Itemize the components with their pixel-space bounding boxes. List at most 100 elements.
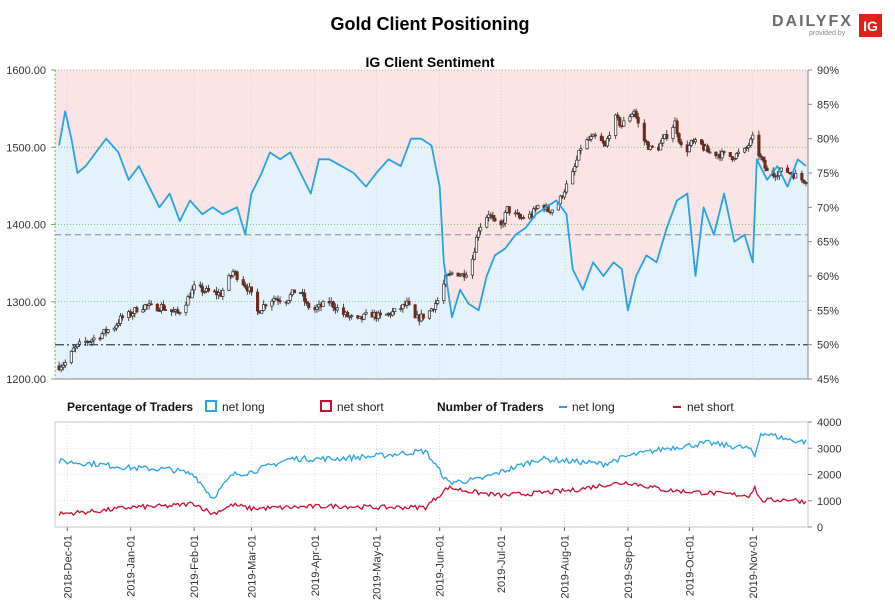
candle-body xyxy=(231,271,235,277)
candle-body xyxy=(235,271,239,280)
candle-body xyxy=(63,362,67,366)
percent-tick-label: 60% xyxy=(817,271,839,283)
month-tick-label: 2019-Aug-01 xyxy=(560,535,572,599)
candle-body xyxy=(571,171,575,185)
candle-body xyxy=(607,135,612,139)
candle-body xyxy=(243,284,247,288)
candle-body xyxy=(176,309,180,314)
candle-body xyxy=(192,284,196,291)
net-long-line xyxy=(58,110,807,319)
price-tick-label: 1400.00 xyxy=(6,220,46,232)
candle-body xyxy=(693,139,698,143)
candle-body xyxy=(241,279,245,286)
candle-body xyxy=(743,147,747,153)
sub-tick-label: 0 xyxy=(817,522,823,534)
candle-body xyxy=(100,333,104,339)
month-tick-label: 2019-Jan-01 xyxy=(126,535,138,597)
candle-body xyxy=(736,151,740,154)
candle-body xyxy=(116,323,120,326)
candle-body xyxy=(407,300,411,306)
candle-body xyxy=(579,148,583,151)
percent-tick-label: 65% xyxy=(817,237,839,249)
sub-tick-label: 3000 xyxy=(817,443,841,455)
candle-body xyxy=(118,315,123,324)
candle-body xyxy=(689,140,693,146)
candle-body xyxy=(636,116,640,124)
candle-body xyxy=(593,134,597,137)
candle-body xyxy=(622,120,626,127)
candle-body xyxy=(331,301,335,308)
percent-tick-label: 80% xyxy=(817,134,839,146)
candle-body xyxy=(450,272,454,275)
percent-tick-label: 90% xyxy=(817,65,839,77)
candle-body xyxy=(170,309,174,313)
price-tick-label: 1200.00 xyxy=(6,374,46,386)
candle-body xyxy=(92,337,96,341)
percent-tick-label: 75% xyxy=(817,168,839,180)
month-tick-label: 2019-Oct-01 xyxy=(684,535,696,596)
candle-body xyxy=(634,110,638,118)
candle-body xyxy=(644,140,648,143)
chart-title: Gold Client Positioning xyxy=(331,14,530,34)
chart-subtitle: IG Client Sentiment xyxy=(365,54,494,70)
candle-body xyxy=(785,167,790,173)
candle-body xyxy=(493,217,497,222)
net-long-area xyxy=(55,111,808,379)
candle-body xyxy=(378,312,382,316)
svg-text:net long: net long xyxy=(222,400,265,414)
candle-body xyxy=(315,306,319,310)
candle-body xyxy=(761,156,765,161)
candle-body xyxy=(200,285,204,293)
candle-body xyxy=(61,364,65,368)
svg-text:DAILYFX: DAILYFX xyxy=(772,13,853,30)
candle-body xyxy=(288,294,292,301)
candle-body xyxy=(321,301,325,307)
candle-body xyxy=(550,209,554,213)
candle-body xyxy=(78,341,82,345)
candle-body xyxy=(614,114,618,136)
candle-body xyxy=(522,217,526,219)
candle-body xyxy=(728,151,732,157)
candle-body xyxy=(677,133,681,143)
candle-body xyxy=(630,113,634,118)
candle-body xyxy=(720,151,724,159)
candle-body xyxy=(765,167,769,172)
candle-body xyxy=(499,220,503,226)
svg-text:Percentage of Traders: Percentage of Traders xyxy=(67,400,193,414)
candle-body xyxy=(71,347,75,352)
candle-body xyxy=(628,116,632,122)
candle-body xyxy=(184,304,188,313)
candle-body xyxy=(114,324,118,329)
candle-body xyxy=(446,274,450,276)
svg-text:Number of Traders: Number of Traders xyxy=(437,400,544,414)
candle-body xyxy=(106,329,110,333)
candle-body xyxy=(706,145,710,153)
candle-body xyxy=(161,304,165,310)
candle-body xyxy=(90,339,94,343)
candle-body xyxy=(131,313,135,317)
candle-body xyxy=(501,222,505,226)
candle-body xyxy=(618,117,622,126)
candle-body xyxy=(601,140,605,144)
candle-body xyxy=(186,296,190,306)
candle-body xyxy=(507,206,511,214)
price-tick-label: 1500.00 xyxy=(6,142,46,154)
candle-body xyxy=(256,291,260,312)
candle-body xyxy=(747,145,751,149)
traders-net-long-line xyxy=(58,432,807,499)
candle-body xyxy=(393,308,397,312)
svg-text:net short: net short xyxy=(337,400,384,414)
legend-net-short-swatch xyxy=(320,400,332,412)
svg-text:provided by: provided by xyxy=(809,30,846,37)
candle-body xyxy=(305,301,309,304)
candle-body xyxy=(303,292,307,302)
candle-body xyxy=(278,300,282,303)
candle-body xyxy=(479,226,483,232)
candle-body xyxy=(120,315,125,319)
candle-body xyxy=(616,114,620,118)
candle-body xyxy=(477,230,481,238)
candle-body xyxy=(804,182,808,184)
candle-body xyxy=(456,272,460,277)
candle-body xyxy=(575,159,579,167)
candle-body xyxy=(391,311,395,316)
